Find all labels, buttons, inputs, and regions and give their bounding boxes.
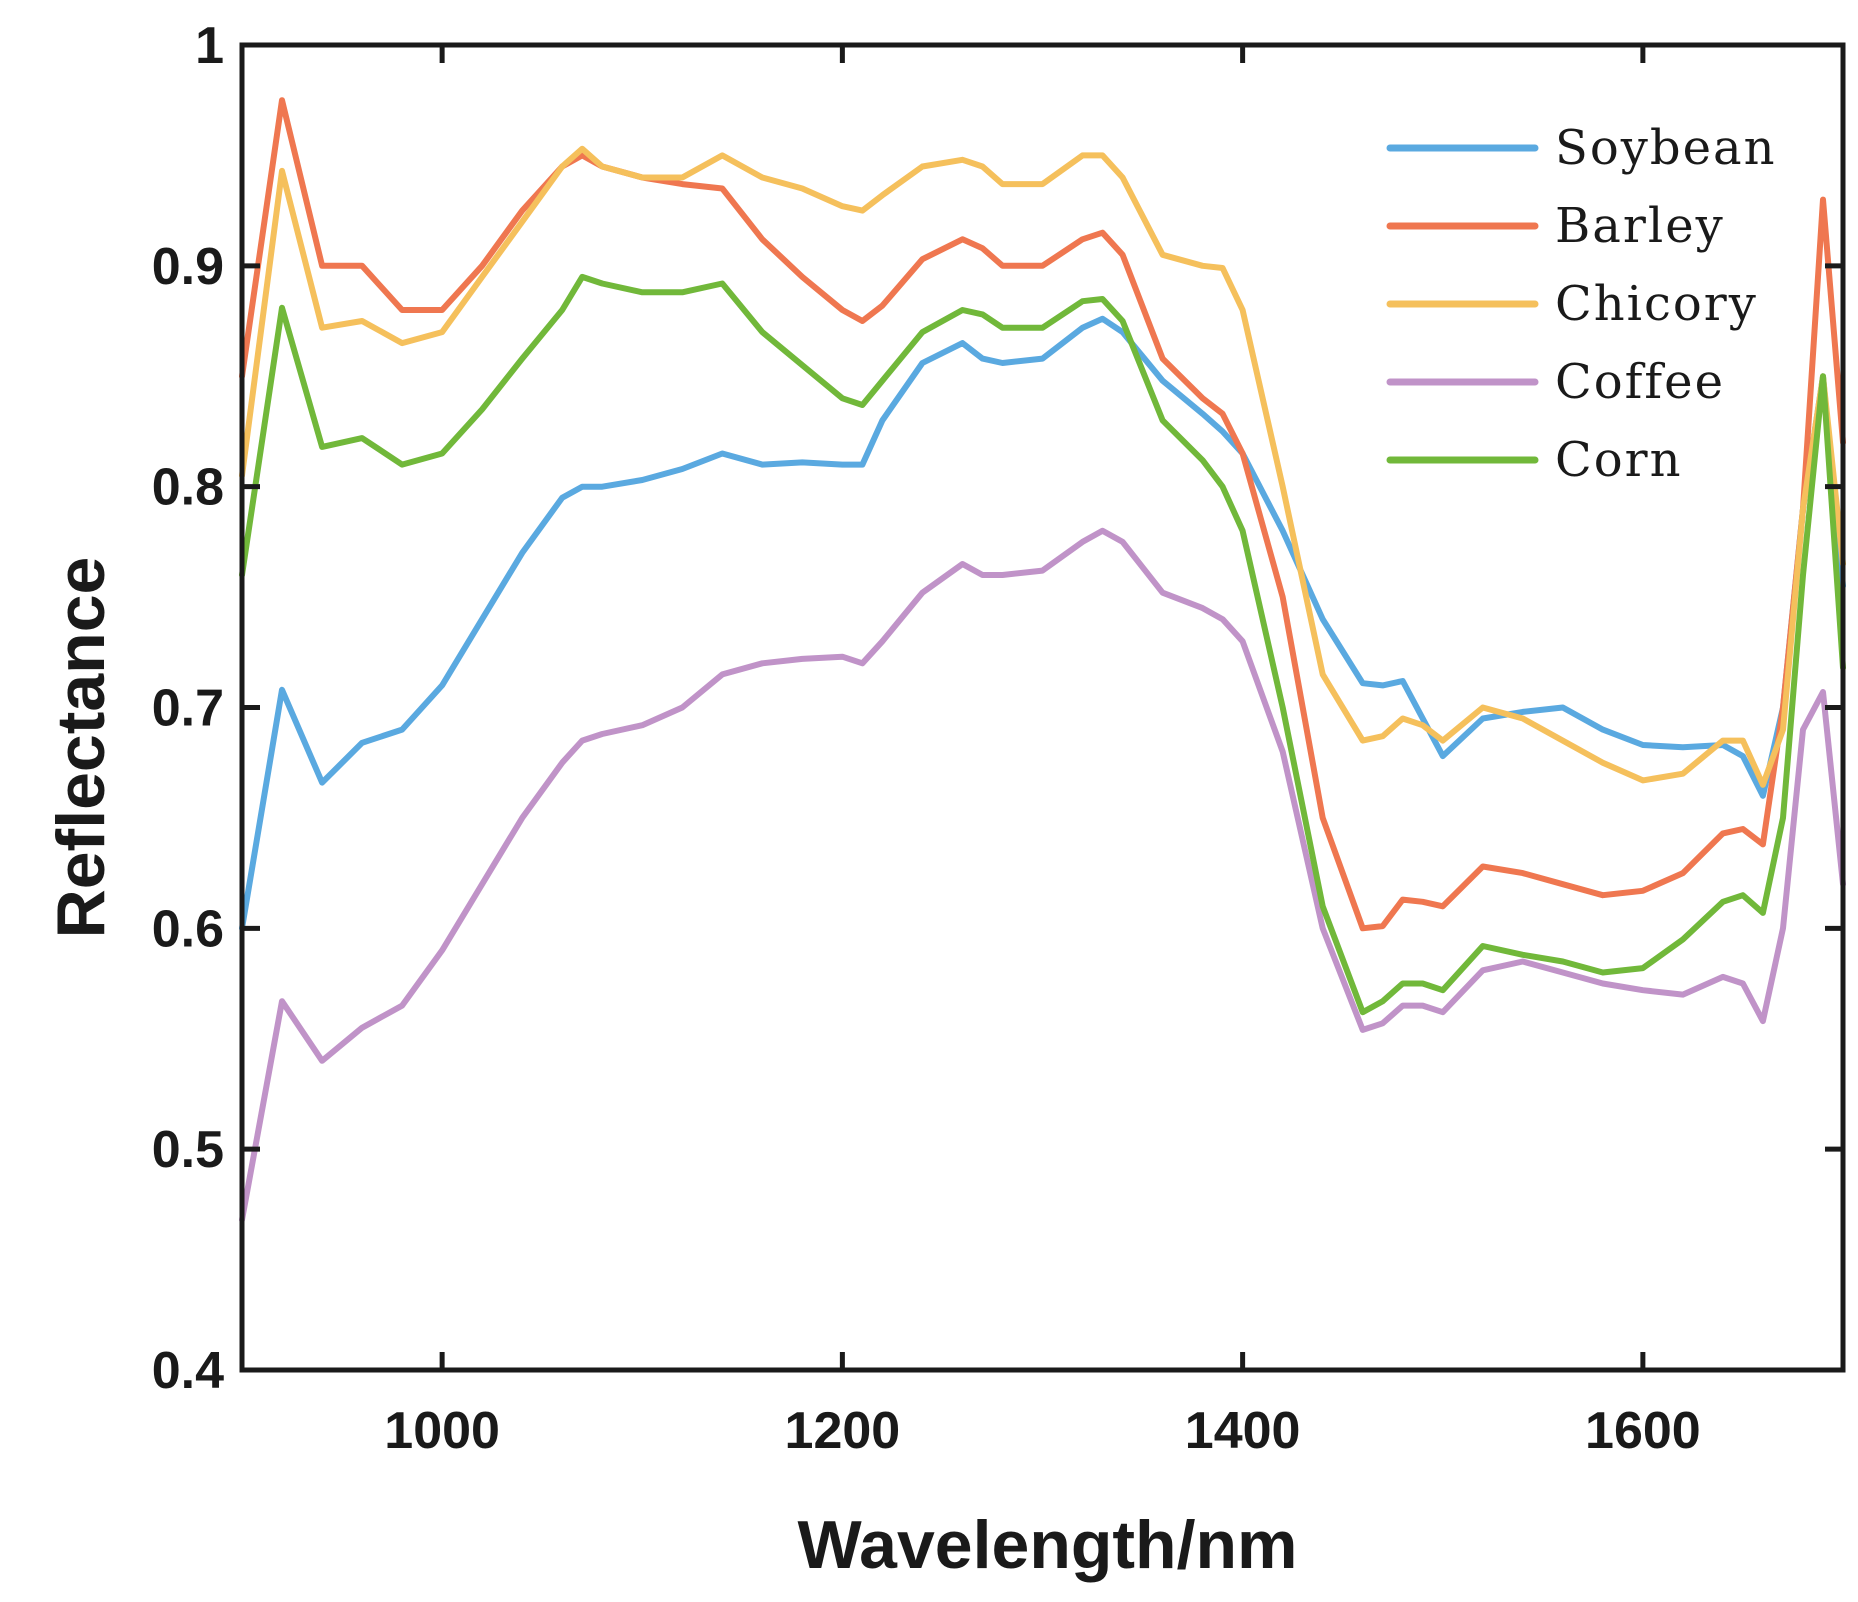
x-axis-title: Wavelength/nm xyxy=(798,1507,1298,1583)
series-line-chicory xyxy=(239,145,1846,788)
x-tick-label: 1200 xyxy=(785,1402,901,1460)
x-tick-label: 1000 xyxy=(384,1402,500,1460)
plot-frame xyxy=(239,42,1846,1373)
y-tick-label: 0.9 xyxy=(152,238,224,296)
legend-label-coffee: Coffee xyxy=(1555,354,1725,410)
legend-label-soybean: Soybean xyxy=(1555,120,1777,176)
series-line-corn xyxy=(239,273,1846,1016)
series-layer xyxy=(239,97,1846,1223)
y-tick-labels: 0.4 0.5 0.6 0.7 0.8 0.9 1 xyxy=(152,17,224,1400)
y-tick-label: 0.8 xyxy=(152,459,224,517)
series-line-soybean xyxy=(239,315,1846,932)
series-line-coffee xyxy=(239,527,1846,1223)
legend-label-chicory: Chicory xyxy=(1555,276,1758,332)
y-tick-label: 0.6 xyxy=(152,900,224,958)
y-tick-label: 0.7 xyxy=(152,680,224,738)
legend-label-corn: Corn xyxy=(1555,432,1682,488)
y-tick-label: 1 xyxy=(195,17,224,75)
x-tick-label: 1400 xyxy=(1185,1402,1301,1460)
y-tick-label: 0.5 xyxy=(152,1121,224,1179)
y-axis-title: Reflectance xyxy=(43,557,119,939)
legend-label-barley: Barley xyxy=(1555,198,1725,254)
y-tick-label: 0.4 xyxy=(152,1342,224,1400)
x-tick-label: 1600 xyxy=(1585,1402,1701,1460)
legend: Soybean Barley Chicory Coffee Corn xyxy=(1386,120,1777,488)
x-tick-labels: 1000 1200 1400 1600 xyxy=(384,1402,1700,1460)
